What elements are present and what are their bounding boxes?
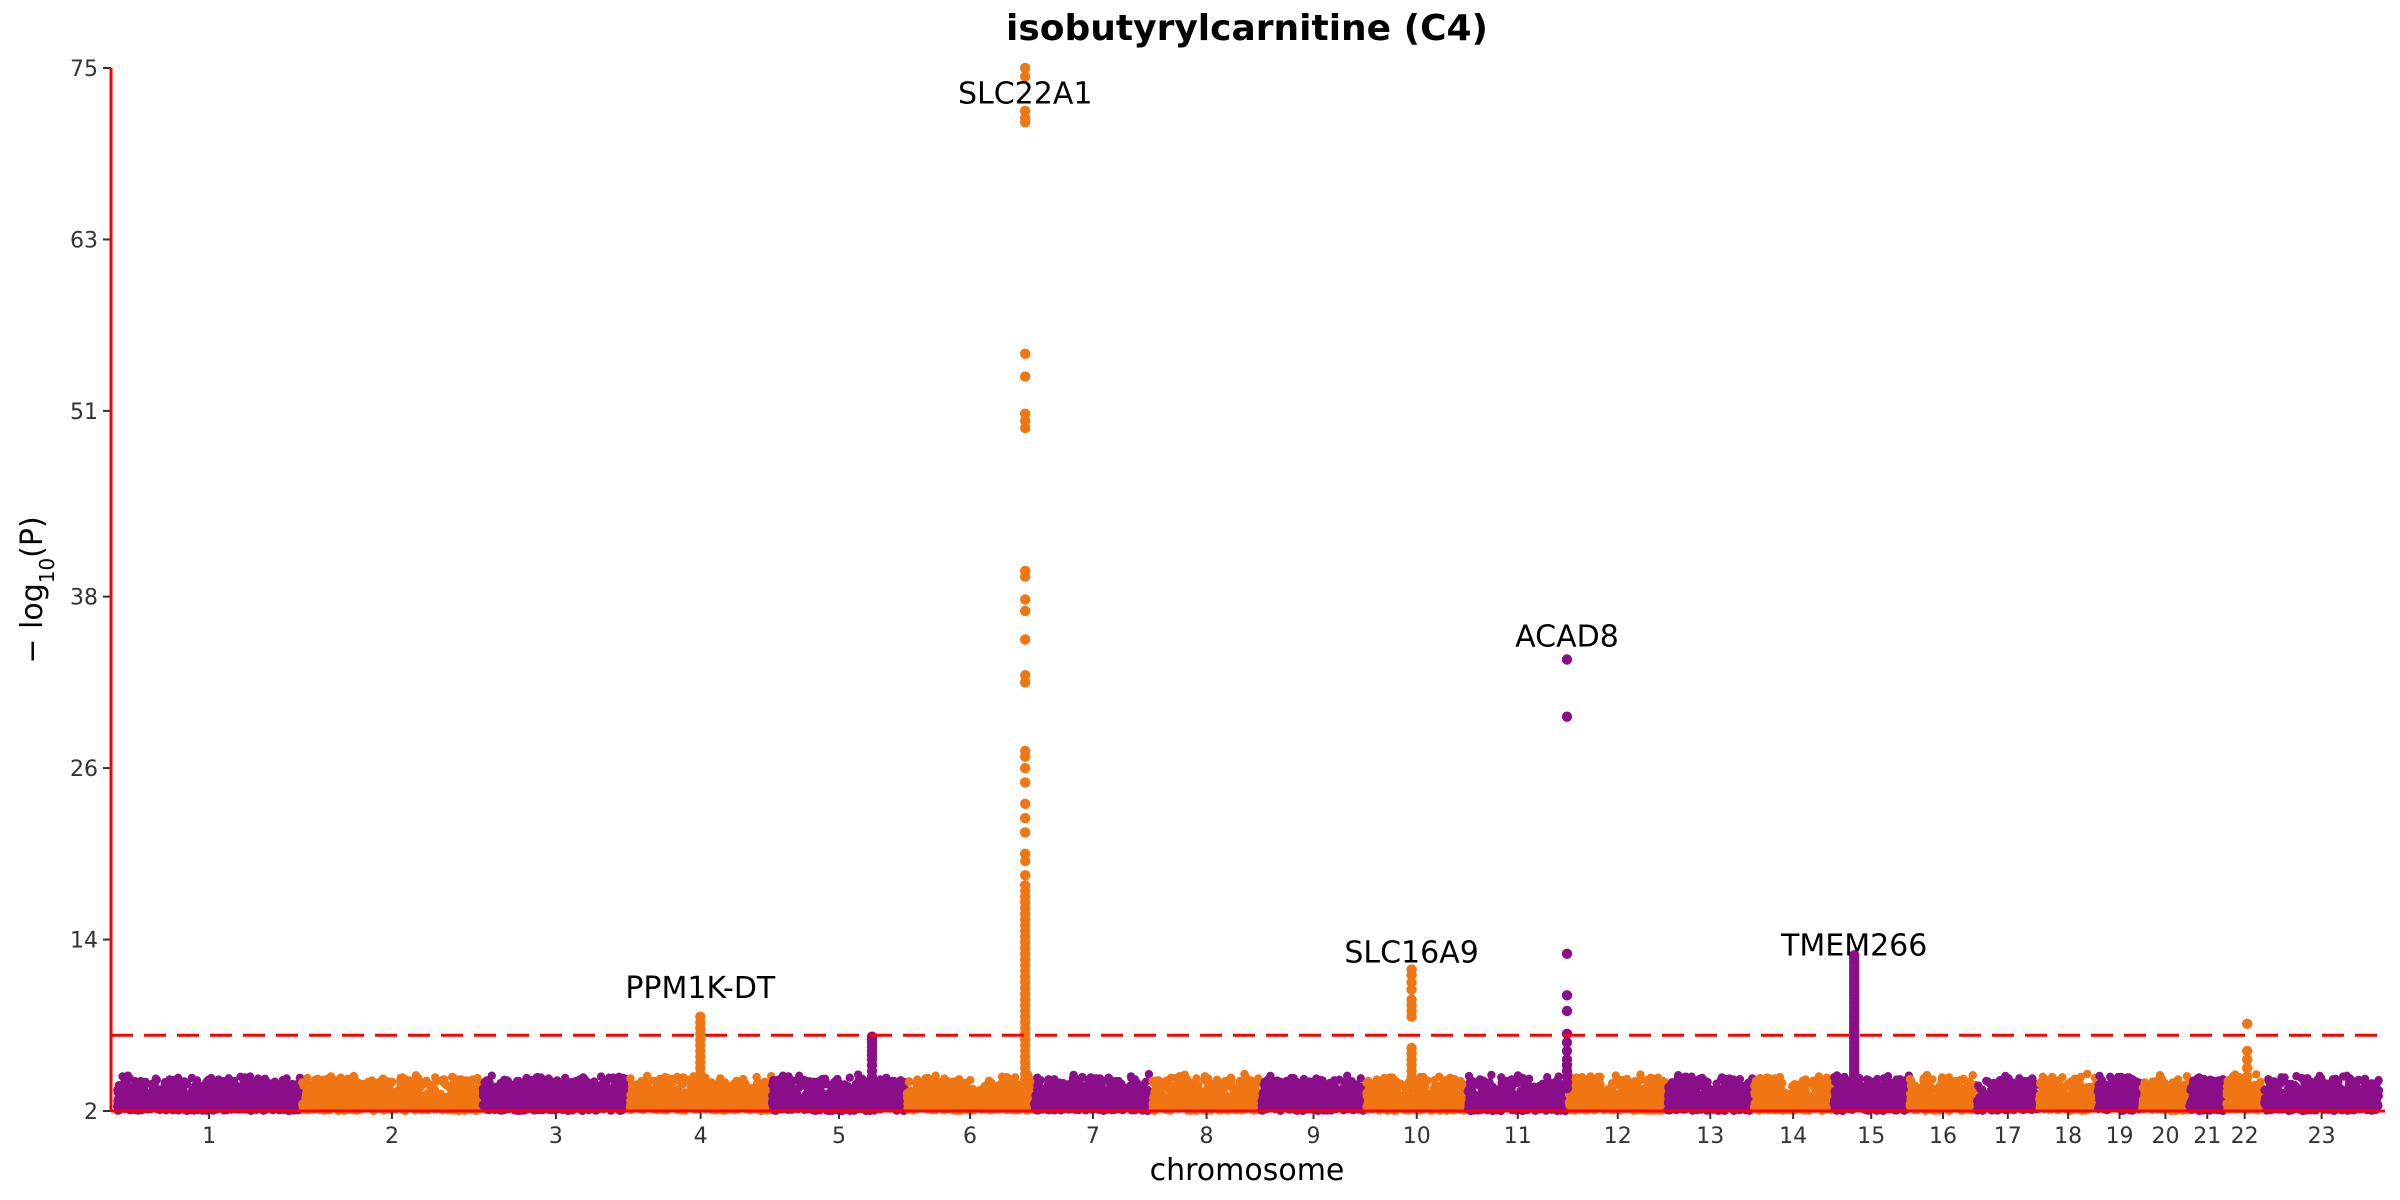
snp-point — [557, 1081, 566, 1090]
snp-point — [453, 1084, 462, 1093]
snp-point — [881, 1076, 890, 1086]
snp-point — [540, 1083, 549, 1093]
snp-point — [180, 1077, 189, 1086]
snp-point — [715, 1084, 724, 1093]
snp-point — [122, 1079, 131, 1088]
snp-point — [940, 1077, 950, 1086]
snp-point — [239, 1082, 248, 1091]
snp-point — [856, 1082, 865, 1091]
snp-point — [448, 1072, 457, 1082]
snp-point — [1002, 1072, 1011, 1082]
snp-cloud — [482, 1093, 630, 1111]
snp-point — [659, 1076, 668, 1085]
snp-point — [741, 1081, 750, 1090]
snp-point — [194, 1082, 204, 1091]
snp-point — [795, 1071, 804, 1081]
snp-point — [590, 1086, 599, 1096]
snp-point — [530, 1077, 539, 1086]
snp-point — [966, 1076, 975, 1085]
snp-point — [953, 1079, 963, 1089]
snp-point — [984, 1080, 993, 1089]
snp-point — [222, 1082, 231, 1091]
snp-point — [425, 1080, 435, 1089]
snp-point — [611, 1077, 621, 1086]
snp-point — [931, 1075, 941, 1084]
snp-point — [642, 1082, 652, 1092]
snp-point — [1011, 1073, 1020, 1082]
snp-point — [573, 1078, 583, 1088]
data-points — [112, 62, 2384, 1116]
snp-point — [904, 1077, 914, 1087]
snp-point — [845, 1073, 854, 1082]
snp-point — [813, 1077, 822, 1086]
snp-point — [288, 1080, 297, 1089]
snp-cloud — [906, 1093, 1034, 1111]
snp-point — [445, 1083, 455, 1092]
chart-title: isobutyrylcarnitine (C4) — [1006, 8, 1488, 49]
snp-cloud — [629, 1093, 772, 1111]
snp-point — [272, 1084, 282, 1094]
snp-point — [666, 1079, 675, 1089]
snp-point — [480, 1078, 489, 1087]
snp-cloud — [772, 1093, 907, 1111]
snp-point — [673, 1072, 682, 1082]
snp-point — [603, 1075, 613, 1084]
snp-point — [240, 1073, 250, 1082]
snp-point — [1012, 1084, 1021, 1094]
snp-point — [585, 1079, 594, 1088]
snp-point — [729, 1081, 739, 1091]
snp-cloud — [302, 1093, 482, 1111]
snp-point — [413, 1073, 423, 1083]
snp-point — [515, 1080, 524, 1089]
snp-point — [313, 1086, 323, 1095]
snp-point — [528, 1084, 537, 1094]
snp-point — [993, 1081, 1002, 1091]
snp-point — [626, 1074, 635, 1083]
snp-point — [842, 1085, 851, 1095]
snp-point — [366, 1081, 375, 1091]
snp-point — [918, 1077, 928, 1087]
snp-point — [522, 1073, 531, 1083]
snp-point — [374, 1079, 383, 1088]
snp-cloud — [117, 1093, 302, 1111]
snp-point — [343, 1074, 352, 1084]
snp-point — [396, 1073, 405, 1083]
snp-point — [749, 1085, 758, 1094]
snp-point — [968, 1084, 978, 1094]
snp-point — [325, 1083, 334, 1093]
snp-point — [544, 1074, 553, 1083]
snp-point — [161, 1084, 170, 1094]
snp-point — [462, 1076, 471, 1085]
snp-point — [302, 1082, 312, 1091]
snp-point — [833, 1074, 842, 1084]
snp-point — [206, 1073, 216, 1083]
snp-point — [499, 1082, 509, 1092]
snp-point — [673, 1085, 683, 1094]
snp-point — [141, 1077, 150, 1087]
snp-point — [774, 1077, 783, 1086]
snp-point — [786, 1076, 796, 1085]
